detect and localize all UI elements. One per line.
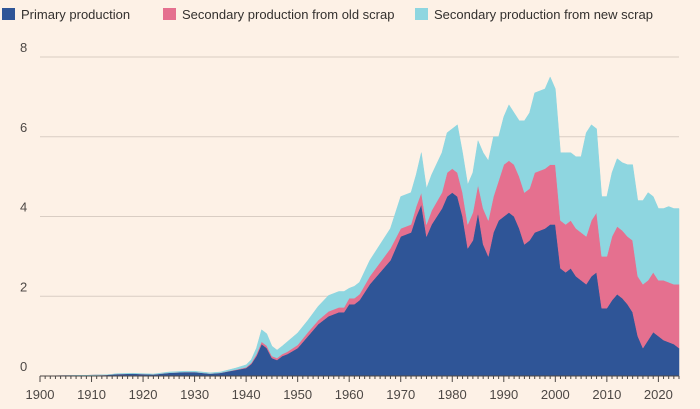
x-tick-label-1950: 1950 [283, 387, 312, 402]
x-tick-label-1930: 1930 [180, 387, 209, 402]
x-tick-label-1990: 1990 [489, 387, 518, 402]
x-axis: 1900 1910 1920 1930 1940 1950 1960 1970 1980 1990… [26, 375, 680, 402]
x-tick-label-1910: 1910 [77, 387, 106, 402]
x-tick-label-2000: 2000 [541, 387, 570, 402]
y-tick-label-2: 2 [20, 279, 27, 294]
legend-swatch-secondary-production-from-new-scrap [415, 8, 428, 20]
legend-swatch-secondary-production-from-old-scrap [163, 8, 176, 20]
legend: Primary production Secondary production f… [2, 7, 653, 22]
x-tick-label-1900: 1900 [26, 387, 55, 402]
legend-label-secondary-production-from-new-scrap: Secondary production from new scrap [434, 7, 653, 22]
y-tick-label-4: 4 [20, 200, 27, 215]
y-tick-label-6: 6 [20, 120, 27, 135]
y-tick-label-0: 0 [20, 359, 27, 374]
area-secondary-production-from-new-scrap [39, 76, 680, 377]
legend-label-secondary-production-from-old-scrap: Secondary production from old scrap [182, 7, 394, 22]
x-tick-label-2010: 2010 [592, 387, 621, 402]
x-tick-label-1960: 1960 [335, 387, 364, 402]
x-tick-label-2020: 2020 [644, 387, 673, 402]
x-tick-label-1940: 1940 [232, 387, 261, 402]
y-axis-labels: 0 2 4 6 8 [20, 40, 27, 374]
x-tick-label-1920: 1920 [129, 387, 158, 402]
x-tick-label-1980: 1980 [438, 387, 467, 402]
x-tick-label-1970: 1970 [386, 387, 415, 402]
legend-swatch-primary-production [2, 8, 15, 20]
stacked-areas [39, 76, 680, 377]
legend-label-primary-production: Primary production [21, 7, 130, 22]
y-tick-label-8: 8 [20, 40, 27, 55]
